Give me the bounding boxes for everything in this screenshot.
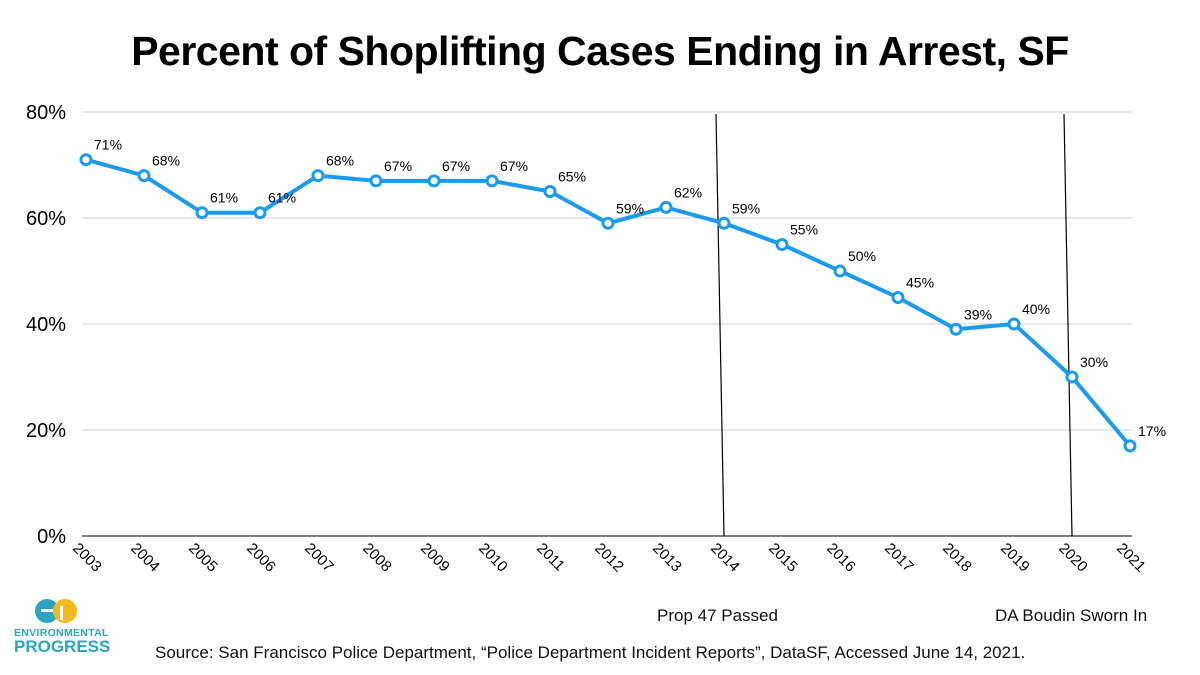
data-point <box>601 216 615 230</box>
data-point <box>1123 439 1137 453</box>
data-point <box>775 238 789 251</box>
data-label: 61% <box>268 190 296 206</box>
chart-title: Percent of Shoplifting Cases Ending in A… <box>131 28 1069 74</box>
series-line <box>85 157 1132 448</box>
x-tick-label: 2005 <box>185 540 221 576</box>
y-tick-label: 0% <box>37 526 66 548</box>
x-tick-label: 2009 <box>417 540 453 576</box>
x-tick-label: 2008 <box>359 540 395 576</box>
data-point <box>1065 370 1079 384</box>
y-tick-label: 20% <box>26 420 66 442</box>
data-label: 67% <box>500 158 528 174</box>
x-tick-label: 2006 <box>243 540 279 576</box>
data-point <box>1007 317 1021 331</box>
data-point <box>891 291 905 304</box>
data-label: 61% <box>210 190 238 206</box>
data-label: 68% <box>152 153 180 169</box>
x-tick-label: 2021 <box>1113 540 1149 576</box>
x-tick-label: 2010 <box>475 540 511 576</box>
data-label: 67% <box>384 158 412 174</box>
data-label: 50% <box>848 248 876 264</box>
data-label: 59% <box>732 200 760 216</box>
data-label: 65% <box>558 169 586 185</box>
data-point <box>833 264 847 278</box>
data-label: 30% <box>1080 354 1108 370</box>
data-point <box>717 216 731 230</box>
ep-logo-icon <box>35 599 77 623</box>
data-label: 59% <box>616 200 644 216</box>
y-tick-label: 40% <box>26 314 66 336</box>
annotation-prop47: Prop 47 Passed <box>657 606 778 625</box>
x-tick-label: 2003 <box>69 540 105 576</box>
data-point <box>311 169 325 183</box>
annotation-boudin: DA Boudin Sworn In <box>995 606 1148 625</box>
data-label: 67% <box>442 158 470 174</box>
data-point <box>659 200 673 214</box>
logo-line1: ENVIRONMENTAL <box>14 627 109 639</box>
data-label: 17% <box>1138 423 1166 439</box>
x-tick-label: 2019 <box>997 540 1033 576</box>
data-point <box>369 174 383 188</box>
data-point <box>543 185 557 198</box>
data-label: 39% <box>964 306 992 322</box>
x-tick-label: 2013 <box>649 540 685 576</box>
data-point <box>949 322 963 336</box>
data-label: 55% <box>790 222 818 238</box>
data-point <box>427 174 441 188</box>
x-tick-label: 2015 <box>765 540 801 576</box>
annotation-line <box>715 113 725 537</box>
data-label: 45% <box>906 275 934 291</box>
x-tick-label: 2012 <box>591 540 627 576</box>
logo-line2: PROGRESS <box>14 637 111 656</box>
data-point <box>137 169 151 183</box>
x-tick-label: 2007 <box>301 540 337 576</box>
x-tick-label: 2020 <box>1055 540 1091 576</box>
data-label: 62% <box>674 184 702 200</box>
source-note: Source: San Francisco Police Department,… <box>155 643 1026 662</box>
environmental-progress-logo: ENVIRONMENTAL PROGRESS <box>14 598 111 656</box>
x-tick-label: 2017 <box>881 540 917 576</box>
data-point <box>195 206 209 220</box>
data-label: 40% <box>1022 301 1050 317</box>
data-point <box>253 206 267 220</box>
data-point <box>79 153 93 167</box>
y-tick-label: 60% <box>26 208 66 230</box>
x-tick-label: 2016 <box>823 540 859 576</box>
data-label: 71% <box>94 137 122 153</box>
data-point <box>485 174 499 188</box>
x-tick-label: 2014 <box>707 540 743 576</box>
x-tick-label: 2011 <box>533 540 568 575</box>
annotation-line <box>1063 113 1073 537</box>
x-tick-label: 2018 <box>939 540 975 576</box>
x-tick-label: 2004 <box>127 540 163 576</box>
data-label: 68% <box>326 153 354 169</box>
y-tick-label: 80% <box>26 102 66 124</box>
